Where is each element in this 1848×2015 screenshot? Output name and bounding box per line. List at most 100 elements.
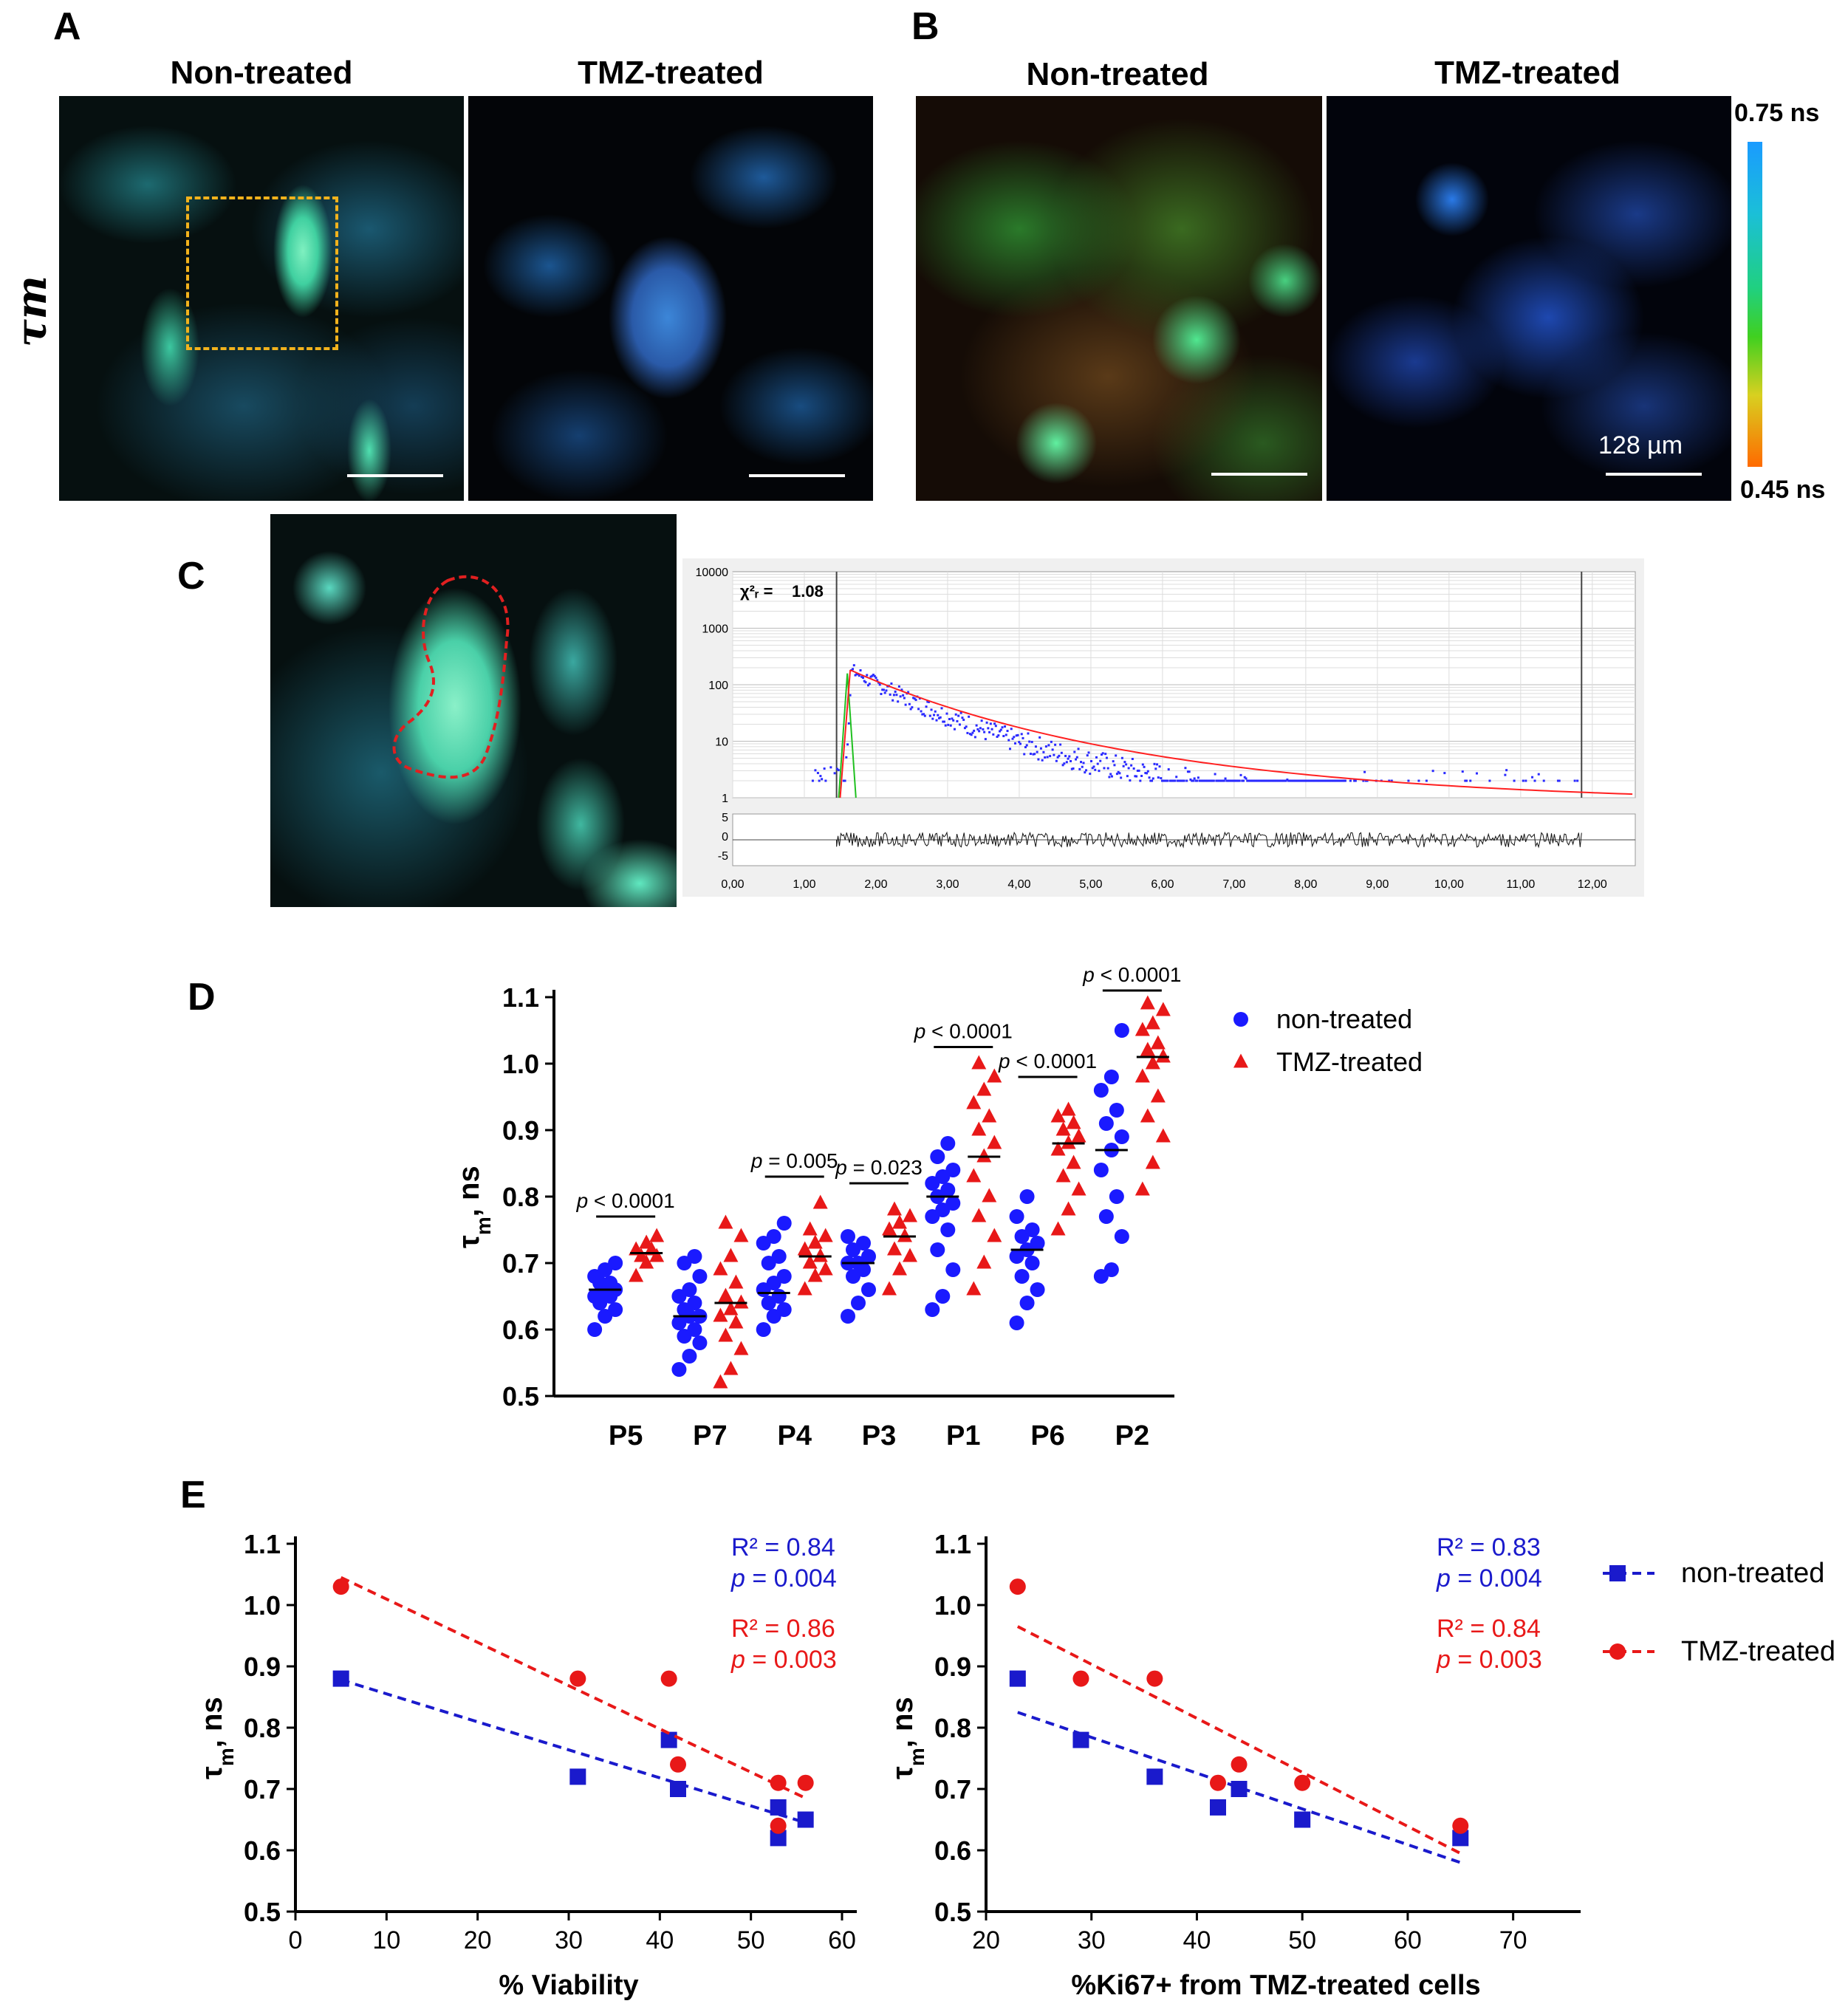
decay-data-point [1042,750,1045,753]
fit-line [340,1576,807,1800]
decay-data-point [1174,779,1177,782]
data-point-nontreated [1294,1811,1311,1828]
decay-data-point [872,674,875,677]
x-tick-label: 30 [555,1926,583,1954]
decay-data-point [1318,779,1321,782]
decay-data-point [1251,779,1254,782]
decay-data-point [926,700,929,703]
y-tick-label: 0.9 [244,1652,281,1682]
decay-data-point [1298,779,1301,782]
decay-data-point [1126,775,1129,778]
decay-data-point [980,719,983,722]
decay-data-point [1272,779,1275,782]
decay-data-point [902,694,905,697]
decay-data-point [999,728,1002,731]
decay-data-point [1228,779,1231,782]
decay-data-point [1177,779,1180,782]
legend-label: TMZ-treated [1681,1636,1835,1667]
data-point-tmz [660,1670,677,1687]
decay-data-point [1307,779,1310,782]
decay-data-point [1270,779,1273,782]
decay-data-point [1070,767,1073,770]
decay-data-point [1232,779,1235,782]
decay-data-point [1049,755,1052,758]
decay-data-point [1475,772,1478,775]
decay-data-point [1224,777,1227,780]
y-tick-label: 1.0 [244,1590,281,1621]
decay-data-point [961,716,964,719]
data-point-tmz [1452,1817,1469,1834]
decay-data-point [1364,779,1367,782]
decay-data-point [1197,776,1200,779]
decay-data-point [1312,779,1315,782]
decay-data-point [1531,776,1534,779]
decay-data-point [949,724,952,727]
decay-data-point [1033,753,1036,756]
data-point-tmz [1061,1101,1076,1116]
decay-data-point [852,664,855,667]
decay-data-point [1100,753,1103,756]
decay-data-point [1196,779,1199,782]
legend-marker [1233,1053,1248,1068]
decay-data-point [1279,779,1282,782]
x-tick-label: P2 [1115,1420,1149,1451]
decay-data-point [923,713,925,716]
decay-data-point [1524,779,1527,782]
decay-data-point [979,727,982,730]
fit-line [340,1678,807,1824]
decay-data-point [1353,779,1356,782]
decay-data-point [1264,779,1267,782]
decay-data-point [1343,779,1346,782]
p-value-label: p = 0.005 [750,1149,838,1172]
data-point-tmz [987,1068,1002,1083]
decay-data-point [883,691,886,694]
decay-data-point [923,714,926,717]
decay-data-point [900,688,903,691]
data-point-nontreated [1146,1768,1163,1785]
decay-data-point [985,721,988,724]
decay-data-point [866,674,869,677]
decay-data-point [1291,779,1294,782]
data-point-nontreated [1014,1269,1030,1284]
decay-data-point [1005,733,1007,736]
decay-data-point [907,691,910,694]
decay-data-point [1194,779,1197,782]
decay-data-point [1542,779,1545,782]
data-point-tmz [713,1307,728,1322]
panel-b-letter: B [911,5,940,48]
data-point-nontreated [1019,1296,1035,1310]
x-tick-label: 50 [1288,1926,1316,1954]
data-point-tmz [897,1228,912,1242]
decay-data-point [814,769,817,772]
data-point-tmz [971,1208,987,1222]
decay-data-point [1109,773,1112,776]
decay-data-point [1027,732,1030,735]
decay-data-point [1250,779,1253,782]
decay-data-point [858,674,860,677]
data-point-nontreated [776,1269,792,1284]
decay-data-point [1137,769,1140,772]
decay-data-point [1115,754,1118,757]
decay-data-point [1044,756,1047,759]
decay-data-point [934,710,937,713]
decay-data-point [868,682,871,685]
decay-data-point [1075,758,1078,761]
decay-data-point [1095,756,1098,759]
x-axis-label: % Viability [499,1970,638,2001]
decay-data-point [1464,779,1467,782]
data-point-tmz [1061,1135,1076,1149]
data-point-nontreated [861,1249,876,1264]
decay-data-point [847,722,850,725]
decay-data-point [1087,751,1090,754]
data-point-tmz [1050,1141,1066,1156]
decay-data-point [845,756,848,759]
data-point-nontreated [756,1322,771,1337]
data-point-tmz [629,1268,644,1282]
decay-data-point [1227,779,1230,782]
y-tick-label: 1.0 [502,1049,539,1079]
decay-data-point [1036,750,1038,753]
decay-data-point [833,772,836,775]
decay-data-point [1256,779,1259,782]
data-point-tmz [1145,1015,1160,1030]
data-point-tmz [1071,1181,1086,1196]
